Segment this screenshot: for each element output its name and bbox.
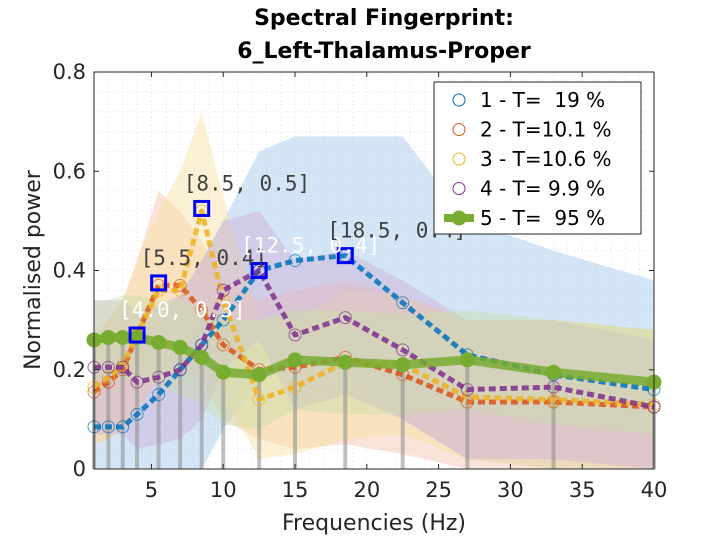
- series-point-5: [172, 339, 188, 355]
- series-point-4: [546, 380, 560, 394]
- x-tick-label: 30: [497, 478, 524, 502]
- chart-title-line-2: 6_Left-Thalamus-Proper: [237, 39, 531, 64]
- x-tick-label: 10: [210, 478, 237, 502]
- series-point-5: [151, 334, 167, 350]
- legend-marker: [452, 93, 466, 107]
- series-point-1: [288, 254, 302, 268]
- chart-title-line-1: Spectral Fingerprint:: [254, 6, 514, 31]
- peak-label: [12.5, 0.4]: [241, 234, 380, 258]
- series-line-4: [94, 268, 655, 410]
- peak-markers: [128, 199, 354, 344]
- series-lines: [86, 204, 662, 434]
- y-axis-label: Normalised power: [21, 169, 46, 370]
- series-point-1: [101, 420, 115, 434]
- legend-marker: [452, 152, 466, 166]
- peak-label: [5.5, 0.4]: [141, 246, 267, 270]
- error-band-series-3: [94, 111, 654, 469]
- series-point-1: [130, 407, 144, 421]
- series-point-1: [152, 388, 166, 402]
- series-point-4: [173, 363, 187, 377]
- series-point-5: [115, 329, 131, 345]
- series-point-4: [101, 360, 115, 374]
- x-axis-ticks: 5 10 15 20 25 30 35 40: [145, 72, 668, 502]
- series-point-2: [101, 375, 115, 389]
- series-point-2: [216, 338, 230, 352]
- series-point-5: [459, 352, 475, 368]
- series-point-5: [215, 364, 231, 380]
- series-point-5: [194, 349, 210, 365]
- series-point-4: [396, 343, 410, 357]
- x-tick-label: 35: [569, 478, 596, 502]
- legend-entry-1: 1 - T= 19 %: [480, 88, 605, 112]
- series-point-3: [252, 393, 266, 407]
- legend: 1 - T= 19 % 2 - T=10.1 % 3 - T=10.6 % 4 - T…: [433, 81, 642, 235]
- series-point-3: [288, 380, 302, 394]
- peak-label: [8.5, 0.5]: [184, 171, 310, 195]
- x-tick-label: 25: [425, 478, 452, 502]
- series-point-1: [116, 420, 130, 434]
- stems: [92, 337, 656, 469]
- series-point-1: [396, 296, 410, 310]
- series-point-4: [116, 360, 130, 374]
- peak-annotations: [4.0, 0.3] [5.5, 0.4] [8.5, 0.5] [12.5, 0.4…: [119, 171, 466, 322]
- series-point-2: [195, 303, 209, 317]
- series-point-4: [338, 311, 352, 325]
- legend-entry-2: 2 - T=10.1 %: [480, 118, 612, 142]
- y-tick-label: 0.4: [53, 259, 86, 283]
- legend-box: [433, 81, 642, 235]
- series-point-4: [152, 370, 166, 384]
- peak-marker: [250, 262, 268, 279]
- y-tick-label: 0.8: [53, 60, 86, 84]
- legend-entry-5: 5 - T= 95 %: [480, 206, 605, 230]
- x-axis-label: Frequencies (Hz): [282, 511, 466, 536]
- series-point-3: [101, 370, 115, 384]
- legend-marker: [452, 123, 466, 136]
- peak-marker: [336, 247, 354, 265]
- series-line-3: [92, 208, 655, 407]
- legend-marker: [451, 210, 467, 226]
- y-tick-label: 0.6: [53, 159, 86, 183]
- series-point-4: [216, 283, 230, 297]
- peak-label: [4.0, 0.3]: [119, 298, 245, 322]
- series-point-5: [545, 364, 561, 380]
- series-point-4: [288, 328, 302, 342]
- series-point-5: [251, 367, 267, 383]
- series-point-4: [130, 375, 144, 389]
- series-point-2: [173, 278, 187, 292]
- legend-entry-4: 4 - T= 9.9 %: [480, 177, 605, 201]
- series-point-4: [460, 383, 474, 397]
- x-tick-label: 40: [641, 478, 668, 502]
- series-point-5: [100, 329, 116, 345]
- x-tick-label: 5: [145, 478, 158, 502]
- peak-marker: [150, 274, 168, 292]
- y-tick-label: 0: [73, 457, 86, 481]
- legend-entry-3: 3 - T=10.6 %: [480, 147, 612, 171]
- series-point-5: [337, 354, 353, 370]
- x-tick-label: 15: [282, 478, 309, 502]
- x-tick-label: 20: [353, 478, 380, 502]
- y-tick-label: 0.2: [53, 358, 86, 382]
- series-point-3: [173, 283, 187, 297]
- peak-marker: [128, 326, 146, 344]
- series-point-5: [395, 357, 411, 373]
- peak-marker: [193, 199, 211, 217]
- series-point-5: [287, 352, 303, 368]
- legend-marker: [452, 182, 466, 195]
- y-axis-ticks: 0 0.2 0.4 0.6 0.8: [53, 60, 654, 481]
